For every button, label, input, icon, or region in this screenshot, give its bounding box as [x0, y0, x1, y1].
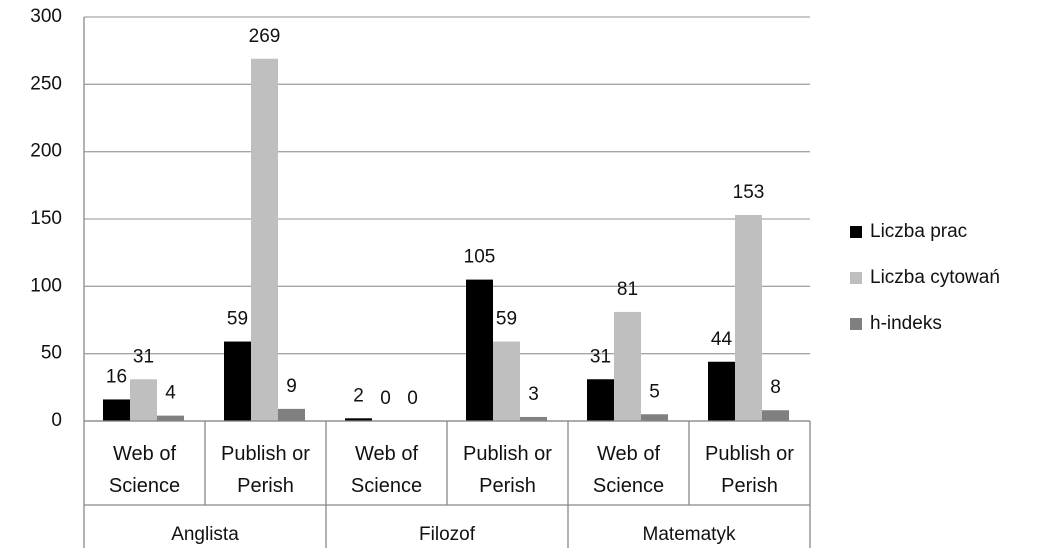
bar: [157, 415, 184, 421]
legend-swatch: [850, 272, 862, 284]
group-label: Filozof: [419, 524, 476, 545]
bar: [762, 410, 789, 421]
bar: [587, 379, 614, 421]
bar: [735, 214, 762, 421]
group-label: Matematyk: [643, 524, 736, 545]
data-label: 59: [496, 309, 517, 330]
data-label: 3: [528, 384, 539, 405]
legend-swatch: [850, 226, 862, 238]
y-tick-label: 300: [30, 6, 62, 27]
bar: [224, 341, 251, 421]
x-tick-label: Publish or Perish: [705, 443, 794, 497]
bar: [493, 341, 520, 421]
data-label: 269: [249, 26, 281, 47]
data-label: 16: [106, 366, 127, 387]
data-label: 31: [590, 346, 611, 367]
y-tick-label: 250: [30, 73, 62, 94]
data-label: 105: [464, 247, 496, 268]
legend-swatch: [850, 318, 862, 330]
y-tick-label: 0: [51, 410, 62, 431]
data-label: 9: [286, 376, 297, 397]
x-tick-label: Web of Science: [592, 443, 665, 497]
x-tick-label: Web of Science: [350, 443, 423, 497]
bar: [345, 418, 372, 421]
data-label: 4: [165, 383, 176, 404]
bar: [708, 361, 735, 421]
y-tick-label: 200: [30, 141, 62, 162]
data-label: 8: [770, 377, 781, 398]
x-tick-label: Publish or Perish: [463, 443, 552, 497]
legend-label: Liczba cytowań: [870, 267, 1000, 288]
data-label: 0: [380, 388, 391, 409]
data-label: 81: [617, 279, 638, 300]
y-tick-label: 150: [30, 208, 62, 229]
group-label: Anglista: [171, 524, 239, 545]
data-label: 44: [711, 329, 733, 350]
bar: [520, 416, 547, 421]
x-tick-label: Web of Science: [108, 443, 181, 497]
y-tick-label: 50: [41, 343, 62, 364]
data-label: 0: [407, 388, 418, 409]
legend-label: Liczba prac: [870, 221, 967, 242]
bar: [466, 279, 493, 421]
bar: [251, 58, 278, 421]
data-label: 31: [133, 346, 154, 367]
bar: [103, 399, 130, 421]
bar: [614, 311, 641, 421]
bar: [641, 414, 668, 421]
legend-label: h-indeks: [870, 313, 942, 334]
data-label: 153: [733, 182, 765, 203]
bar: [278, 408, 305, 421]
bar: [130, 379, 157, 421]
x-tick-label: Publish or Perish: [221, 443, 310, 497]
data-label: 2: [353, 385, 364, 406]
data-label: 5: [649, 381, 660, 402]
y-tick-label: 100: [30, 275, 62, 296]
data-label: 59: [227, 309, 248, 330]
